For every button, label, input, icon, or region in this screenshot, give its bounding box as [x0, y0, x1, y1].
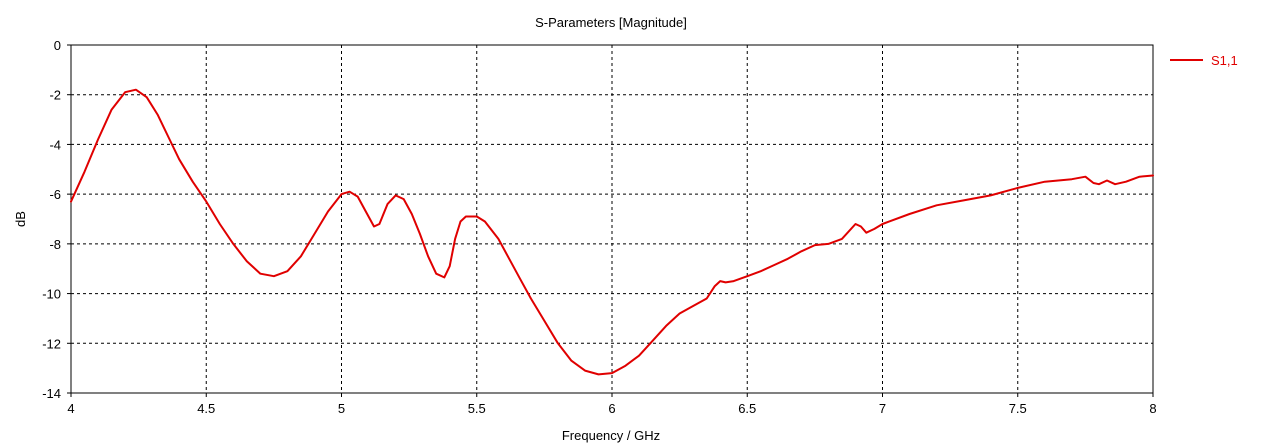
chart-title: S-Parameters [Magnitude] — [535, 15, 687, 30]
x-tick-label: 5 — [338, 401, 345, 416]
x-tick-label: 7.5 — [1009, 401, 1027, 416]
y-tick-label: -12 — [42, 336, 61, 351]
series-layer — [70, 88, 1154, 376]
x-tick-label: 7 — [879, 401, 886, 416]
tick-marks: 4 4.5 5 5.5 6 6.5 7 7.5 8 0 -2 -4 -6 -8 -10 -12 -14 — [42, 38, 1156, 416]
x-tick-label: 4 — [67, 401, 74, 416]
x-tick-label: 6 — [608, 401, 615, 416]
y-axis-label: dB — [13, 211, 28, 227]
y-tick-label: -6 — [49, 187, 61, 202]
x-tick-label: 6.5 — [738, 401, 756, 416]
y-tick-label: -14 — [42, 386, 61, 401]
x-tick-label: 8 — [1149, 401, 1156, 416]
legend-label-s11: S1,1 — [1211, 53, 1238, 68]
y-tick-label: -4 — [49, 137, 61, 152]
y-tick-label: -2 — [49, 88, 61, 103]
x-tick-label: 4.5 — [197, 401, 215, 416]
y-tick-label: 0 — [54, 38, 61, 53]
y-tick-label: -8 — [49, 237, 61, 252]
x-tick-label: 5.5 — [468, 401, 486, 416]
legend[interactable]: S1,1 — [1170, 53, 1238, 68]
series-line-s11 — [70, 88, 1154, 376]
y-tick-label: -10 — [42, 287, 61, 302]
x-axis-label: Frequency / GHz — [562, 428, 660, 443]
grid-lines — [71, 45, 1153, 393]
